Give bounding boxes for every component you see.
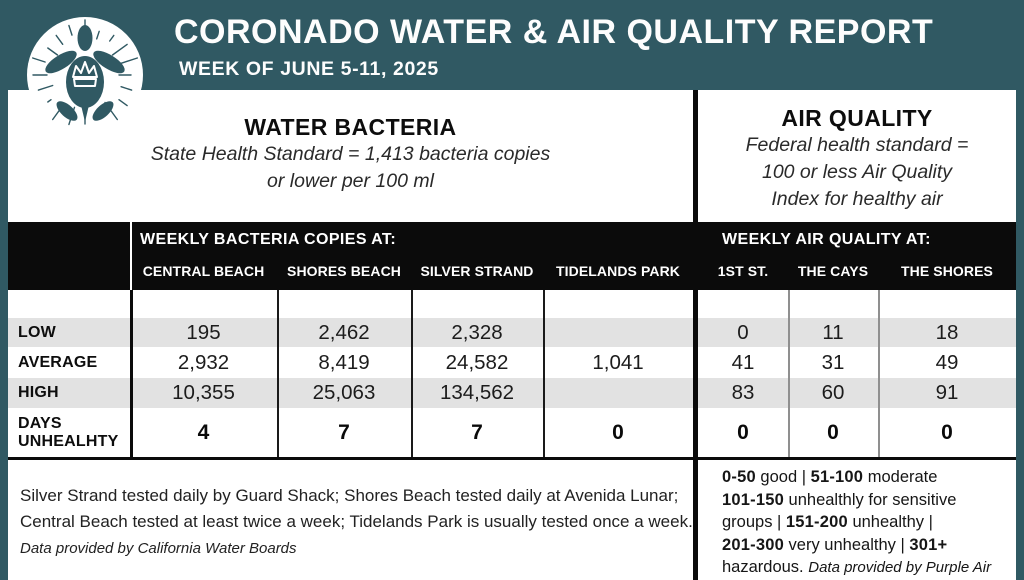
water-section: WATER BACTERIA State Health Standard = 1… bbox=[8, 113, 693, 195]
water-col-divider-3 bbox=[543, 290, 545, 457]
row-label-0: LOW bbox=[18, 323, 56, 341]
table-cell-water bbox=[543, 378, 693, 408]
report-title: CORONADO WATER & AIR QUALITY REPORT bbox=[174, 13, 934, 51]
column-header-water-1: SHORES BEACH bbox=[287, 263, 401, 279]
table-cell-water: 0 bbox=[612, 421, 624, 444]
table-cell-air: 11 bbox=[822, 321, 844, 344]
water-standard-line2: or lower per 100 ml bbox=[267, 170, 434, 192]
table-cell-water: 134,562 bbox=[439, 381, 515, 404]
label-column-divider-band bbox=[130, 222, 132, 290]
table-cell-water: 4 bbox=[197, 421, 210, 444]
row-label-1: AVERAGE bbox=[18, 353, 98, 371]
air-standard-line3: Index for healthy air bbox=[771, 188, 943, 210]
table-cell-air: 60 bbox=[821, 381, 845, 404]
air-standard-line1: Federal health standard = bbox=[745, 134, 969, 156]
air-col-divider-2 bbox=[878, 290, 880, 457]
table-cell-water: 1,041 bbox=[592, 351, 644, 374]
table-cell-air: 0 bbox=[737, 321, 749, 344]
table-cell-water: 195 bbox=[186, 321, 221, 344]
water-footnote: Silver Strand tested daily by Guard Shac… bbox=[20, 486, 693, 557]
table-bottom-rule bbox=[8, 457, 1016, 460]
air-scale-note: 0-50 good | 51-100 moderate 101-150 unhea… bbox=[722, 468, 992, 577]
standards-panel bbox=[8, 90, 1016, 222]
footer-panel bbox=[8, 460, 1016, 580]
water-col-divider-2 bbox=[411, 290, 413, 457]
table-cell-water: 24,582 bbox=[445, 351, 509, 374]
column-header-water-0: CENTRAL BEACH bbox=[142, 263, 265, 279]
table-cell-air: 83 bbox=[731, 381, 755, 404]
table-cell-water: 7 bbox=[471, 421, 483, 444]
air-col-divider-1 bbox=[788, 290, 790, 457]
air-standard-line2: 100 or less Air Quality bbox=[761, 161, 953, 183]
air-group-header: WEEKLY AIR QUALITY AT: bbox=[722, 231, 931, 248]
table-cell-air: 91 bbox=[935, 381, 959, 404]
row-stripe-low bbox=[8, 318, 1016, 347]
table-header-band bbox=[8, 222, 1016, 290]
water-group-header: WEEKLY BACTERIA COPIES AT: bbox=[140, 231, 397, 248]
section-divider bbox=[693, 90, 698, 580]
column-header-water-2: SILVER STRAND bbox=[420, 263, 534, 279]
table-cell-water: 2,462 bbox=[318, 321, 370, 344]
table-cell-air: 0 bbox=[827, 421, 839, 444]
column-header-air-1: THE CAYS bbox=[797, 263, 869, 279]
column-header-air-2: THE SHORES bbox=[900, 263, 993, 279]
table-cell-water bbox=[543, 318, 693, 347]
table-cell-water: 10,355 bbox=[172, 381, 235, 404]
water-title: WATER BACTERIA bbox=[244, 114, 457, 140]
row-label-2: HIGH bbox=[18, 384, 59, 401]
table-body-panel bbox=[8, 290, 1016, 457]
table-cell-water: 8,419 bbox=[318, 351, 370, 374]
report-week-subtitle: WEEK OF JUNE 5-11, 2025 bbox=[179, 58, 439, 80]
table-cell-air: 0 bbox=[737, 421, 749, 444]
row-stripe-high bbox=[8, 378, 1016, 408]
table-cell-water: 25,063 bbox=[312, 381, 376, 404]
table-cell-water: 7 bbox=[338, 421, 350, 444]
table-cell-air: 18 bbox=[935, 321, 959, 344]
table-cell-water: 2,328 bbox=[451, 321, 503, 344]
table-cell-air: 49 bbox=[935, 351, 959, 374]
air-title: AIR QUALITY bbox=[781, 105, 933, 131]
row-label-3: DAYS UNHEALHTY bbox=[18, 415, 119, 450]
header-band bbox=[0, 0, 1024, 90]
crown-icon bbox=[72, 61, 98, 87]
table-cell-air: 41 bbox=[731, 351, 755, 374]
table-cell-water: 2,932 bbox=[177, 351, 230, 374]
turtle-crown-logo bbox=[27, 17, 143, 133]
water-standard-line1: State Health Standard = 1,413 bacteria c… bbox=[150, 143, 551, 165]
column-header-air-0: 1ST ST. bbox=[717, 263, 769, 279]
label-column-divider bbox=[130, 290, 133, 457]
table-cell-air: 31 bbox=[821, 351, 845, 374]
water-col-divider-1 bbox=[277, 290, 279, 457]
column-header-water-3: TIDELANDS PARK bbox=[555, 263, 681, 279]
air-section: AIR QUALITY Federal health standard = 10… bbox=[698, 104, 1016, 213]
table-cell-air: 0 bbox=[941, 421, 953, 444]
